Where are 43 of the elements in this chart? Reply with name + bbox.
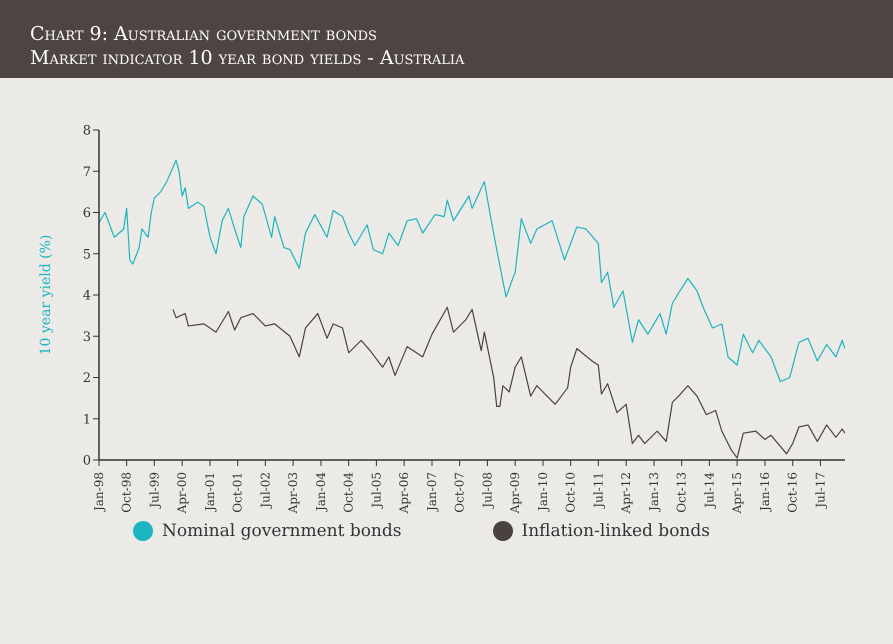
x-tick-label: Jul-11 (591, 472, 606, 510)
y-axis-title: 10 year yield (%) (38, 234, 54, 356)
y-tick-label: 8 (82, 124, 91, 139)
x-tick-label: Jan-16 (758, 472, 772, 514)
x-tick-label: Jul-14 (702, 472, 716, 510)
x-tick-label: Jul-99 (147, 472, 162, 510)
x-tick-label: Oct-10 (564, 472, 578, 513)
x-tick-label: Apr-03 (286, 472, 300, 514)
y-tick-label: 2 (82, 371, 91, 386)
line-series (172, 306, 845, 459)
legend-label: Nominal government bonds (162, 521, 402, 541)
x-tick-label: Oct-07 (452, 472, 467, 513)
x-tick-label: Oct-98 (120, 472, 134, 513)
x-tick-label: Jul-17 (813, 472, 828, 510)
x-tick-label: Oct-13 (674, 472, 689, 513)
x-tick-label: Jul-05 (369, 472, 384, 510)
x-tick-label: Jan-13 (647, 472, 662, 514)
y-tick-label: 3 (82, 330, 91, 345)
x-tick-label: Apr-06 (397, 472, 412, 514)
x-tick-label: Apr-09 (508, 472, 522, 514)
legend-label: Inflation-linked bonds (522, 521, 710, 541)
line-series (99, 160, 845, 382)
x-tick-label: Jan-98 (92, 472, 106, 514)
x-tick-label: Apr-15 (730, 472, 744, 514)
x-tick-label: Apr-00 (175, 472, 190, 514)
x-tick-label: Jul-08 (480, 472, 494, 510)
x-tick-label: Jan-04 (314, 472, 328, 514)
x-tick-label: Oct-16 (786, 472, 800, 513)
y-tick-label: 6 (82, 206, 91, 222)
x-tick-label: Jul-02 (258, 472, 272, 510)
x-tick-label: Oct-04 (342, 472, 356, 513)
y-tick-label: 4 (82, 288, 91, 304)
chart-title: Chart 9: Australian government bonds (30, 22, 378, 46)
y-tick-label: 5 (82, 247, 91, 262)
x-tick-label: Jan-07 (424, 472, 439, 514)
x-tick-label: Jan-10 (536, 472, 550, 514)
y-tick-label: 1 (82, 412, 91, 428)
y-tick-label: 7 (82, 164, 91, 180)
x-tick-label: Jan-01 (203, 472, 218, 514)
x-tick-label: Oct-01 (230, 472, 245, 513)
y-tick-label: 0 (82, 454, 91, 469)
x-tick-label: Apr-12 (619, 472, 634, 514)
chart-subtitle: Market indicator 10 year bond yields - Australia (30, 46, 466, 70)
